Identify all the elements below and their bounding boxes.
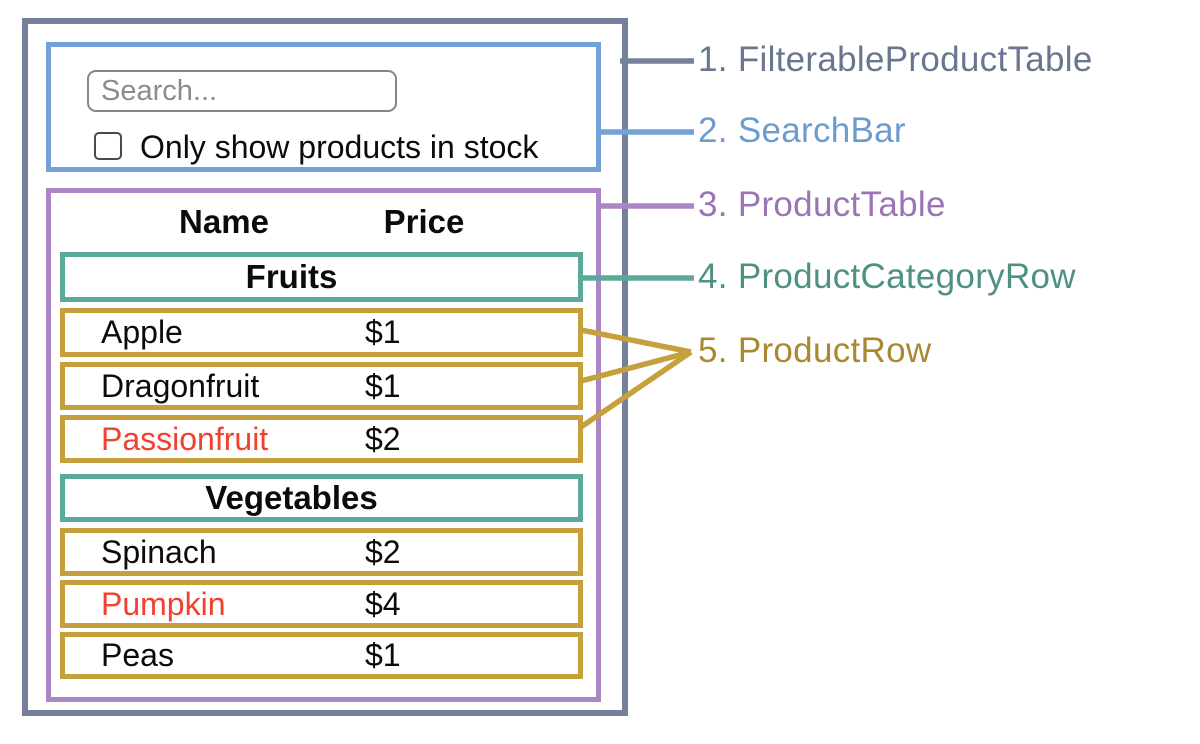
product-name: Dragonfruit (101, 367, 260, 404)
legend-filterable-product-table: 1. FilterableProductTable (698, 40, 1093, 80)
in-stock-checkbox[interactable] (94, 132, 122, 160)
legend-search-bar: 2. SearchBar (698, 111, 906, 151)
legend-product-table: 3. ProductTable (698, 185, 946, 225)
category-label: Fruits (245, 258, 338, 295)
search-input[interactable] (87, 70, 397, 112)
column-header-name: Name (179, 203, 269, 240)
product-name: Pumpkin (101, 585, 226, 622)
legend-product-row: 5. ProductRow (698, 331, 932, 371)
product-row-peas: Peas $1 (60, 632, 583, 679)
product-name: Apple (101, 314, 183, 350)
product-row-spinach: Spinach $2 (60, 528, 583, 576)
category-row-vegetables: Vegetables (60, 474, 583, 522)
product-row-pumpkin: Pumpkin $4 (60, 580, 583, 628)
product-price: $1 (365, 314, 401, 350)
column-header-price: Price (383, 203, 465, 240)
product-name: Spinach (101, 533, 217, 570)
product-name: Passionfruit (101, 420, 269, 457)
product-row-apple: Apple $1 (60, 308, 583, 357)
product-price: $1 (365, 367, 401, 404)
category-label: Vegetables (205, 479, 378, 516)
product-row-passionfruit: Passionfruit $2 (60, 415, 583, 463)
product-row-dragonfruit: Dragonfruit $1 (60, 362, 583, 410)
product-price: $2 (365, 533, 401, 570)
product-price: $1 (365, 637, 401, 673)
product-price: $2 (365, 420, 401, 457)
product-name: Peas (101, 637, 174, 673)
product-price: $4 (365, 585, 401, 622)
category-row-fruits: Fruits (60, 252, 583, 302)
legend-product-category-row: 4. ProductCategoryRow (698, 257, 1076, 297)
in-stock-checkbox-label: Only show products in stock (140, 129, 539, 165)
